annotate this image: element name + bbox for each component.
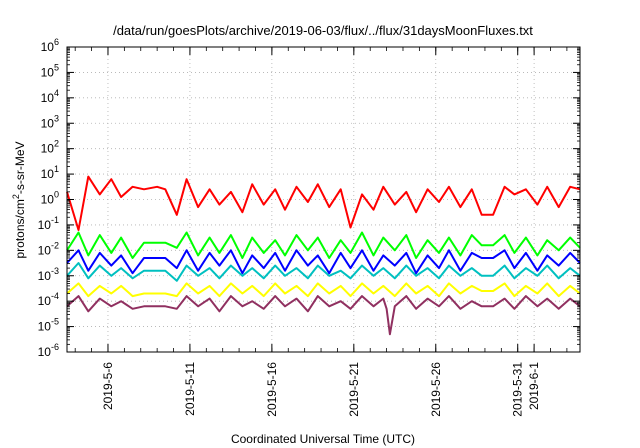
x-tick-label: 2019-5-6 bbox=[101, 362, 115, 410]
y-tick-base: 10 bbox=[41, 167, 55, 181]
y-tick-label: 10-1 bbox=[38, 215, 59, 232]
y-tick-exp: 3 bbox=[54, 113, 59, 123]
series-line-6 bbox=[66, 295, 581, 336]
x-tick-label: 2019-5-21 bbox=[347, 362, 361, 417]
x-tick-label: 2019-6-1 bbox=[527, 362, 541, 410]
y-tick-label: 100 bbox=[41, 190, 59, 207]
y-tick-exp: -1 bbox=[51, 215, 59, 225]
x-tick-label: 2019-5-26 bbox=[429, 362, 443, 417]
y-tick-label: 106 bbox=[41, 37, 59, 54]
y-tick-label: 102 bbox=[41, 139, 59, 156]
y-tick-exp: 6 bbox=[54, 37, 59, 47]
y-tick-exp: -4 bbox=[51, 291, 59, 301]
y-tick-base: 10 bbox=[38, 243, 52, 257]
y-tick-base: 10 bbox=[41, 116, 55, 130]
y-tick-exp: 1 bbox=[54, 164, 59, 174]
y-axis-label-sup: 2 bbox=[11, 194, 21, 199]
series-line-5 bbox=[66, 282, 581, 298]
chart-title: /data/run/goesPlots/archive/2019-06-03/f… bbox=[113, 23, 533, 38]
y-tick-label: 101 bbox=[41, 164, 59, 181]
series-line-1 bbox=[66, 175, 581, 231]
y-tick-labels: 10610510410310210110010-110-210-310-410-… bbox=[38, 37, 59, 359]
y-tick-exp: -5 bbox=[51, 317, 59, 327]
y-tick-label: 10-6 bbox=[38, 342, 59, 359]
y-tick-label: 105 bbox=[41, 62, 59, 79]
x-tick-label: 2019-5-16 bbox=[265, 362, 279, 417]
y-tick-label: 104 bbox=[41, 88, 59, 105]
y-tick-label: 10-3 bbox=[38, 266, 59, 283]
y-axis-label-main: protons/cm bbox=[13, 199, 27, 258]
y-tick-exp: 5 bbox=[54, 62, 59, 72]
y-tick-base: 10 bbox=[38, 320, 52, 334]
y-tick-base: 10 bbox=[41, 91, 55, 105]
axis-ticks bbox=[67, 46, 580, 353]
series-line-4 bbox=[66, 249, 581, 275]
y-tick-base: 10 bbox=[38, 345, 52, 359]
y-tick-base: 10 bbox=[38, 218, 52, 232]
x-tick-label: 2019-5-11 bbox=[183, 362, 197, 416]
y-tick-base: 10 bbox=[41, 40, 55, 54]
y-axis-label: protons/cm2-s-sr-MeV bbox=[11, 141, 27, 258]
x-tick-label: 2019-5-31 bbox=[511, 362, 525, 417]
series-line-2 bbox=[66, 231, 581, 259]
x-axis-label: Coordinated Universal Time (UTC) bbox=[231, 432, 415, 446]
y-tick-label: 103 bbox=[41, 113, 59, 130]
y-tick-base: 10 bbox=[41, 193, 55, 207]
y-tick-base: 10 bbox=[41, 65, 55, 79]
y-tick-base: 10 bbox=[41, 142, 55, 156]
y-tick-label: 10-4 bbox=[38, 291, 59, 308]
y-tick-base: 10 bbox=[38, 294, 52, 308]
y-tick-label: 10-5 bbox=[38, 317, 59, 334]
y-tick-base: 10 bbox=[38, 269, 52, 283]
series-line-3 bbox=[66, 262, 581, 282]
series-group bbox=[66, 175, 581, 336]
y-tick-label: 10-2 bbox=[38, 240, 59, 257]
y-tick-exp: 4 bbox=[54, 88, 59, 98]
y-tick-exp: -2 bbox=[51, 240, 59, 250]
y-tick-exp: -3 bbox=[51, 266, 59, 276]
y-axis-label-rest: -s-sr-MeV bbox=[13, 141, 27, 194]
y-tick-exp: 0 bbox=[54, 190, 59, 200]
y-tick-exp: 2 bbox=[54, 139, 59, 149]
x-tick-labels: 2019-5-6 2019-5-11 2019-5-16 2019-5-21 2019-… bbox=[101, 362, 541, 417]
y-tick-exp: -6 bbox=[51, 342, 59, 352]
